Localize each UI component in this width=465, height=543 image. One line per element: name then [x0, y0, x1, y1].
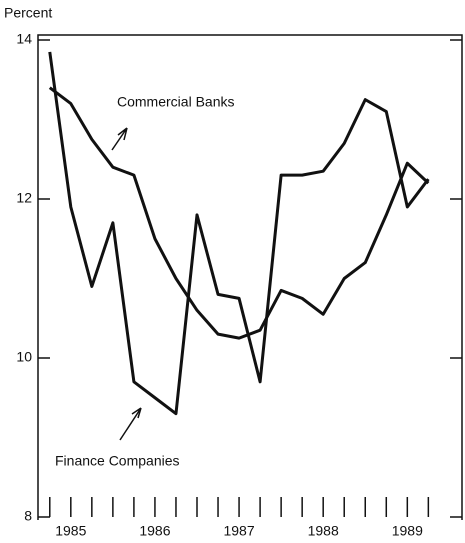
series-label: Finance Companies	[55, 453, 180, 469]
y-tick-label: 12	[16, 190, 32, 206]
plot-frame	[37, 34, 463, 520]
x-tick-label: 1985	[55, 523, 86, 539]
x-tick-label: 1987	[223, 523, 254, 539]
line	[48, 86, 430, 340]
y-tick-label: 8	[24, 508, 32, 524]
arrow	[119, 407, 142, 441]
x-tick-label: 1989	[392, 523, 423, 539]
y-tick-label: 10	[16, 349, 32, 365]
y-tick-label: 14	[16, 31, 32, 47]
x-tick-label: 1988	[308, 523, 339, 539]
series-label: Commercial Banks	[117, 94, 234, 110]
arrow	[111, 127, 128, 151]
line	[48, 51, 430, 416]
y-axis-label: Percent	[4, 5, 52, 21]
x-tick-label: 1986	[139, 523, 170, 539]
